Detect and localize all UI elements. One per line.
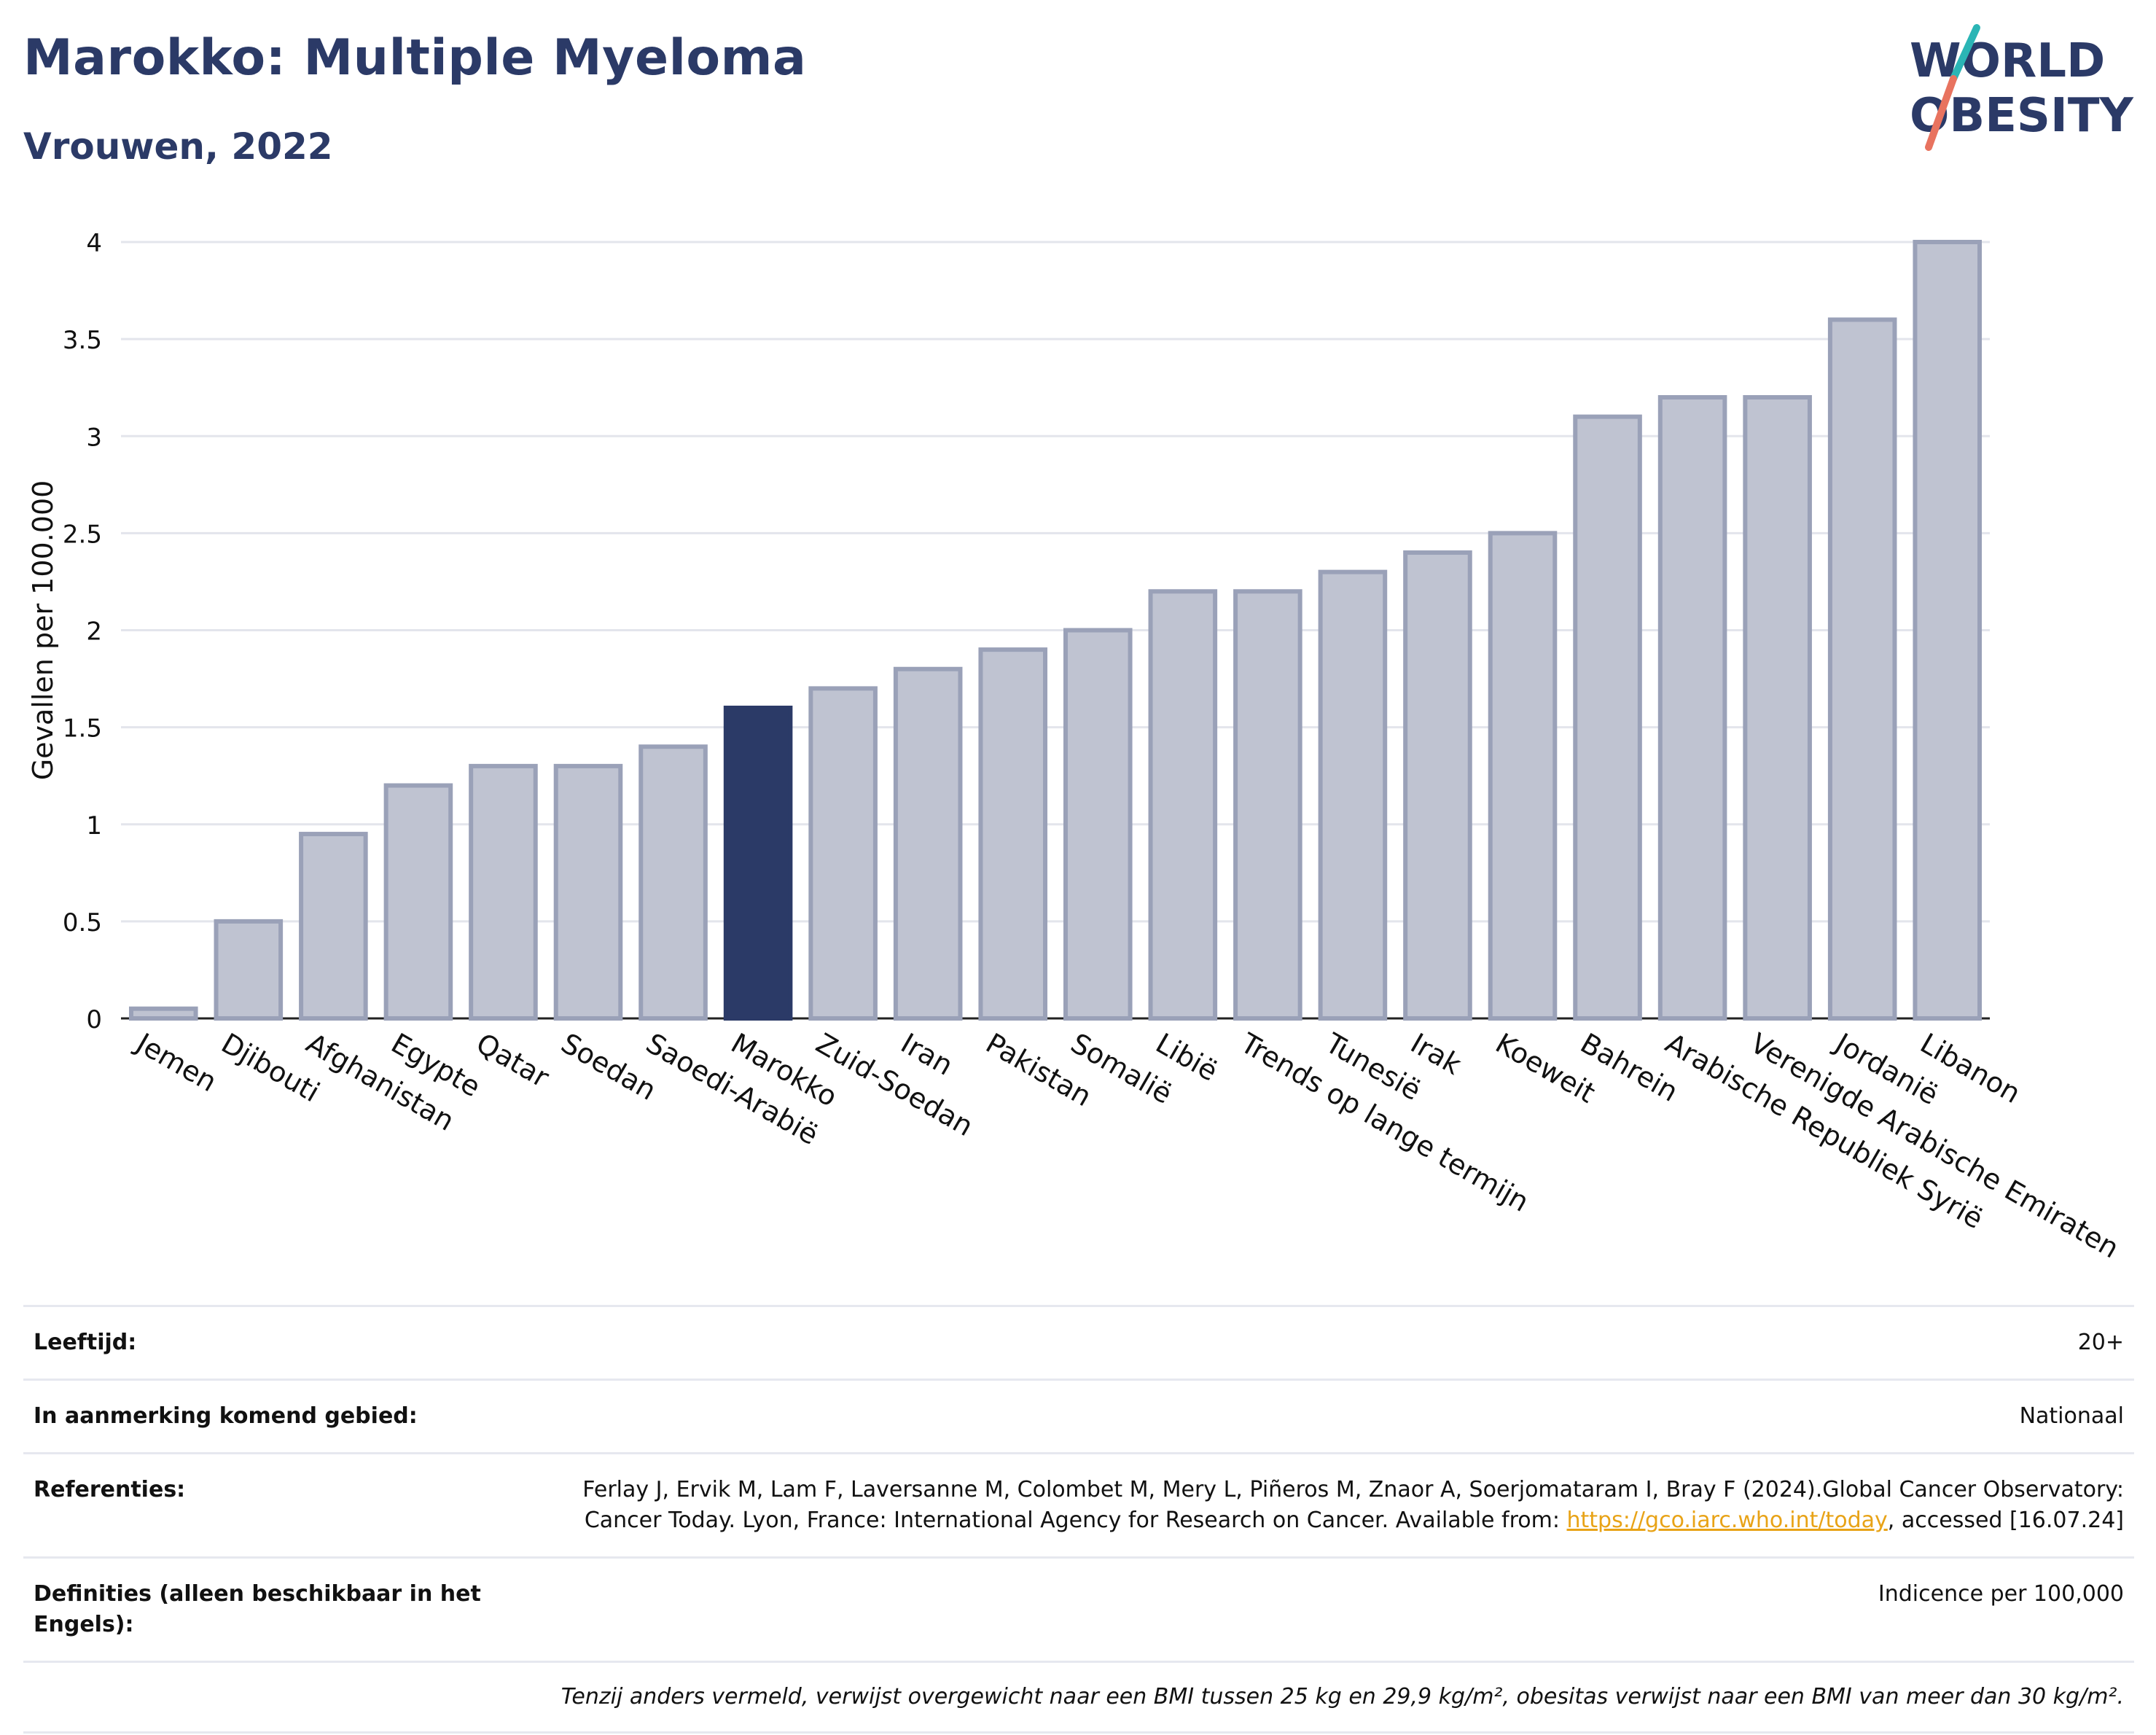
y-tick-label: 1 bbox=[86, 811, 102, 841]
age-label: Leeftijd: bbox=[34, 1330, 137, 1355]
area-label: In aanmerking komend gebied: bbox=[34, 1403, 418, 1429]
y-tick-labels: 0 0.5 1 1.5 2 2.5 3 3.5 4 bbox=[63, 229, 102, 1034]
bars bbox=[128, 240, 1983, 1021]
bar-iran bbox=[893, 666, 963, 1021]
bar-soedan bbox=[553, 763, 623, 1021]
world-obesity-logo: WORLD OBESITY bbox=[1910, 24, 2133, 151]
bar-somali- bbox=[1063, 628, 1133, 1021]
bar-saoedi-arabi- bbox=[638, 744, 708, 1021]
y-tick-label: 3 bbox=[86, 423, 102, 452]
x-tick-label: Soedan bbox=[556, 1027, 662, 1107]
meta-row-age: Leeftijd: 20+ bbox=[23, 1305, 2134, 1379]
y-tick-label: 0.5 bbox=[63, 908, 102, 937]
definitions-value: Indicence per 100,000 bbox=[1878, 1581, 2124, 1607]
bar-irak bbox=[1403, 550, 1472, 1021]
y-tick-label: 3.5 bbox=[63, 326, 102, 355]
bar-koeweit bbox=[1488, 531, 1558, 1021]
bar-egypte bbox=[383, 783, 453, 1021]
bar-libi- bbox=[1148, 589, 1218, 1021]
bar-zuid-soedan bbox=[808, 686, 878, 1021]
bar-chart: 0 0.5 1 1.5 2 2.5 3 3.5 4 JemenDjiboutiAfghanist… bbox=[27, 229, 2125, 1265]
bar-verenigde-arabische-emiraten bbox=[1743, 395, 1812, 1021]
y-tick-label: 4 bbox=[86, 229, 102, 258]
meta-row-definitions: Definities (alleen beschikbaar in het En… bbox=[23, 1556, 2134, 1661]
y-tick-label: 2.5 bbox=[63, 520, 102, 549]
page-title: Marokko: Multiple Myeloma bbox=[23, 29, 807, 87]
bar-marokko bbox=[723, 706, 793, 1021]
y-axis-label: Gevallen per 100.000 bbox=[27, 480, 59, 781]
area-value: Nationaal bbox=[2019, 1403, 2124, 1429]
definitions-label: Definities (alleen beschikbaar in het En… bbox=[34, 1581, 481, 1637]
bar-jordani- bbox=[1827, 317, 1897, 1021]
x-tick-label: Qatar bbox=[471, 1027, 555, 1094]
logo-line1: WORLD bbox=[1910, 34, 2105, 88]
references-label: Referenties: bbox=[34, 1477, 186, 1502]
references-tail: , accessed [16.07.24] bbox=[1887, 1508, 2124, 1533]
references-link[interactable]: https://gco.iarc.who.int/today bbox=[1566, 1508, 1888, 1533]
bar-qatar bbox=[469, 763, 538, 1021]
meta-row-references: Referenties: Ferlay J, Ervik M, Lam F, L… bbox=[23, 1452, 2134, 1556]
y-tick-label: 1.5 bbox=[63, 714, 102, 744]
bar-libanon bbox=[1913, 240, 1983, 1021]
bar-djibouti bbox=[214, 919, 284, 1021]
footnote: Tenzij anders vermeld, verwijst overgewi… bbox=[23, 1661, 2134, 1734]
bar-arabische-republiek-syri- bbox=[1657, 395, 1727, 1021]
y-tick-label: 0 bbox=[86, 1005, 102, 1034]
bar-pakistan bbox=[978, 647, 1048, 1021]
age-value: 20+ bbox=[2077, 1330, 2124, 1355]
bar-trends-op-lange-termijn bbox=[1233, 589, 1302, 1021]
bar-afghanistan bbox=[299, 832, 368, 1021]
logo-slash-coral bbox=[1925, 75, 1957, 151]
y-tick-label: 2 bbox=[86, 617, 102, 647]
x-tick-label: Djibouti bbox=[216, 1027, 325, 1109]
x-tick-label: Jemen bbox=[130, 1026, 222, 1099]
bar-jemen bbox=[128, 1006, 198, 1021]
references-value: Ferlay J, Ervik M, Lam F, Laversanne M, … bbox=[557, 1475, 2124, 1536]
bar-bahrein bbox=[1573, 414, 1642, 1021]
page-subtitle: Vrouwen, 2022 bbox=[23, 125, 333, 168]
metadata-table: Leeftijd: 20+ In aanmerking komend gebie… bbox=[23, 1305, 2134, 1734]
logo-slash-teal bbox=[1950, 24, 1980, 82]
references-text: Ferlay J, Ervik M, Lam F, Laversanne M, … bbox=[582, 1477, 2124, 1533]
bar-tunesi- bbox=[1318, 569, 1388, 1021]
meta-row-area: In aanmerking komend gebied: Nationaal bbox=[23, 1379, 2134, 1452]
